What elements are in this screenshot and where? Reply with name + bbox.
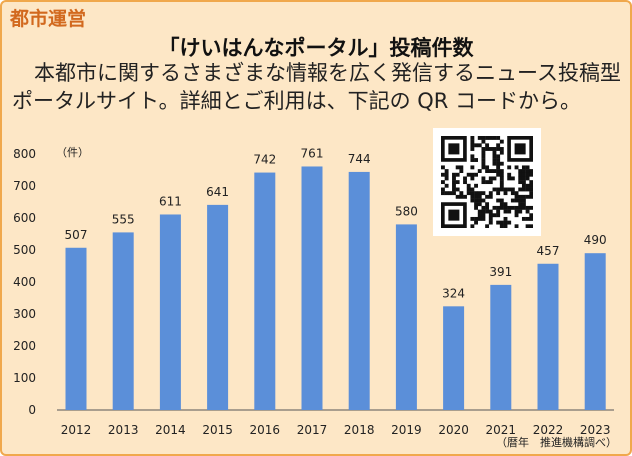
data-labels: 507 555 611 641 742 761 744 580 324 391 457 490	[65, 146, 607, 300]
bar-2018	[348, 171, 370, 410]
y-tick-label: 100	[13, 371, 36, 385]
bar-2012	[65, 247, 87, 410]
y-tick-label: 400	[13, 275, 36, 289]
x-tick-label-2012: 2012	[61, 423, 92, 437]
x-tick-label-2013: 2013	[108, 423, 139, 437]
chart-title: 「けいはんなポータル」投稿件数	[158, 36, 474, 60]
y-tick-label: 600	[13, 211, 36, 225]
y-axis-ticks: 0 100 200 300 400 500 600 700 800	[13, 147, 36, 417]
data-label-2016: 742	[253, 153, 276, 167]
bars	[65, 166, 606, 410]
bar-2014	[159, 214, 181, 410]
x-tick-label-2016: 2016	[250, 423, 281, 437]
x-unit-label: （暦年	[496, 435, 529, 449]
bar-2023	[584, 253, 606, 410]
qr-code-icon	[441, 136, 533, 228]
section-label: 都市運営	[10, 8, 87, 30]
y-tick-label: 800	[13, 147, 36, 161]
y-tick-label: 0	[28, 403, 36, 417]
data-label-2019: 580	[395, 204, 418, 218]
bar-2016	[254, 172, 276, 410]
data-label-2015: 641	[206, 185, 229, 199]
x-tick-label-2015: 2015	[202, 423, 233, 437]
y-tick-label: 500	[13, 243, 36, 257]
data-label-2021: 391	[489, 265, 512, 279]
data-label-2023: 490	[584, 233, 607, 247]
x-tick-label-2021: 2021	[486, 423, 517, 437]
x-tick-label-2020: 2020	[438, 423, 469, 437]
data-label-2014: 611	[159, 194, 182, 208]
x-tick-label-2014: 2014	[155, 423, 186, 437]
bar-2022	[537, 263, 559, 410]
y-tick-label: 700	[13, 179, 36, 193]
bar-2020	[443, 306, 465, 410]
x-tick-label-2017: 2017	[297, 423, 328, 437]
data-label-2012: 507	[65, 228, 88, 242]
data-label-2018: 744	[348, 152, 371, 166]
data-label-2022: 457	[537, 244, 560, 258]
bar-2013	[112, 232, 134, 410]
x-tick-label-2022: 2022	[533, 423, 564, 437]
y-tick-label: 200	[13, 339, 36, 353]
data-label-2020: 324	[442, 286, 465, 300]
bar-2021	[490, 284, 512, 410]
x-tick-label-2018: 2018	[344, 423, 375, 437]
bar-2015	[207, 204, 229, 410]
x-axis-ticks: 2012 2013 2014 2015 2016 2017 2018 2019 2020 2021…	[61, 423, 611, 437]
bar-2019	[395, 224, 417, 410]
y-tick-label: 300	[13, 307, 36, 321]
data-label-2013: 555	[112, 212, 135, 226]
qr-code[interactable]	[433, 128, 541, 236]
bar-2017	[301, 166, 323, 410]
source-note: 推進機構調べ）	[540, 435, 617, 449]
x-tick-label-2023: 2023	[580, 423, 611, 437]
data-label-2017: 761	[301, 146, 324, 160]
description-text: 本都市に関するさまざまな情報を広く発信するニュース投稿型ポータルサイト。詳細とご…	[12, 61, 621, 113]
x-tick-label-2019: 2019	[391, 423, 422, 437]
y-unit-label: （件）	[56, 146, 89, 159]
